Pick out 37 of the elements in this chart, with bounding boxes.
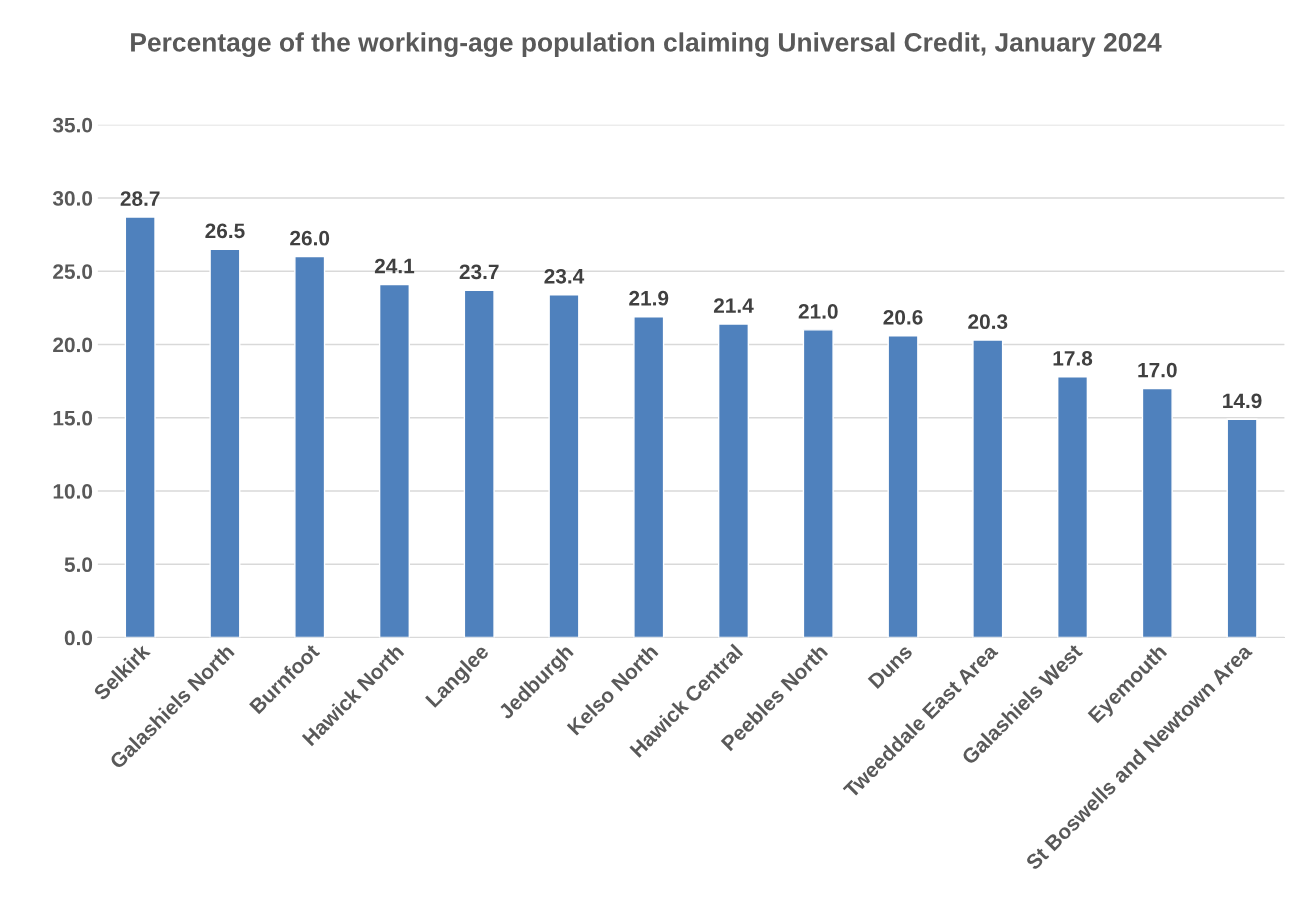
bar bbox=[209, 248, 241, 638]
bar bbox=[802, 329, 834, 638]
y-tick-label: 15.0 bbox=[53, 410, 93, 426]
bar bbox=[124, 216, 156, 638]
bar bbox=[1057, 376, 1089, 638]
y-tick-label: 20.0 bbox=[53, 337, 93, 353]
data-label: 26.5 bbox=[205, 223, 245, 239]
y-tick-label: 0.0 bbox=[64, 630, 93, 646]
y-tick-label: 5.0 bbox=[64, 557, 93, 573]
data-label: 14.9 bbox=[1223, 393, 1262, 409]
bar bbox=[1226, 418, 1258, 638]
bar bbox=[548, 294, 580, 638]
data-label: 21.9 bbox=[629, 290, 669, 306]
bar bbox=[294, 255, 326, 638]
bar bbox=[378, 283, 410, 638]
data-label: 20.6 bbox=[883, 309, 923, 325]
data-label: 21.4 bbox=[713, 298, 754, 313]
y-tick-label: 35.0 bbox=[52, 117, 93, 133]
bar bbox=[463, 289, 495, 638]
data-label: 28.7 bbox=[120, 191, 160, 206]
data-label: 21.0 bbox=[798, 304, 838, 319]
data-label: 17.8 bbox=[1053, 350, 1093, 366]
bar bbox=[717, 323, 750, 638]
data-label: 17.0 bbox=[1138, 362, 1177, 378]
chart-title: Percentage of the working-age population claiming Universal Credit, January 2024 bbox=[131, 32, 1162, 58]
data-label: 23.4 bbox=[544, 268, 585, 284]
bar bbox=[633, 315, 665, 638]
bar bbox=[887, 335, 919, 638]
data-label: 20.3 bbox=[968, 314, 1008, 330]
y-tick-label: 30.0 bbox=[52, 191, 93, 206]
data-label: 26.0 bbox=[290, 230, 330, 246]
y-tick-label: 10.0 bbox=[53, 484, 93, 499]
bar bbox=[1141, 387, 1173, 638]
data-label: 23.7 bbox=[459, 264, 499, 280]
y-tick-label: 25.0 bbox=[53, 264, 93, 280]
data-label: 24.1 bbox=[374, 258, 415, 274]
bar bbox=[972, 339, 1004, 638]
